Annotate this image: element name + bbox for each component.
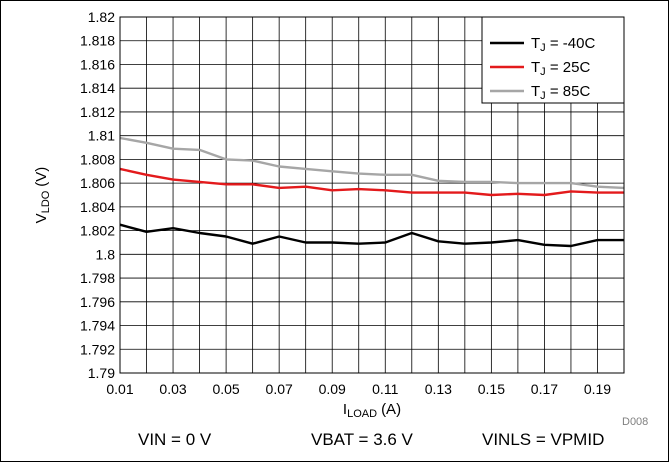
x-axis-label-main: I (343, 401, 347, 418)
y-tick-label: 1.81 (88, 128, 115, 144)
plot-border (119, 16, 625, 374)
y-tick-label: 1.82 (88, 9, 115, 25)
figure-id: D008 (622, 416, 649, 428)
legend-entry: TJ = 25C (531, 59, 590, 78)
x-tick-label: 0.07 (266, 381, 293, 397)
y-tick-label: 1.792 (80, 341, 115, 357)
y-tick-label: 1.806 (80, 175, 115, 191)
x-tick-label: 0.13 (425, 381, 452, 397)
grid (120, 17, 624, 373)
test-conditions: VIN = 0 V VBAT = 3.6 V VINLS = VPMID (0, 430, 669, 458)
x-tick-label: 0.19 (584, 381, 611, 397)
y-tick-label: 1.814 (80, 80, 115, 96)
y-tick-label: 1.816 (80, 56, 115, 72)
y-axis-label: VLDO (V) (33, 167, 52, 224)
legend: TJ = -40C TJ = 25C TJ = 85C (481, 16, 625, 104)
y-tick-label: 1.79 (88, 365, 115, 381)
x-tick-label: 0.09 (319, 381, 346, 397)
series-line-3 (119, 136, 625, 190)
x-tick-label: 0.15 (478, 381, 505, 397)
y-tick-label: 1.802 (80, 223, 115, 239)
x-tick-label: 0.05 (212, 381, 239, 397)
y-tick-label: 1.798 (80, 270, 115, 286)
condition-vinls: VINLS = VPMID (482, 430, 605, 449)
condition-vin: VIN = 0 V (138, 430, 212, 449)
y-tick-label: 1.796 (80, 294, 115, 310)
x-tick-labels: 0.01 0.03 0.05 0.07 0.09 0.11 0.13 0.15 0.17 0.19 (106, 381, 611, 397)
x-tick-label: 0.17 (531, 381, 558, 397)
legend-entry: TJ = -40C (531, 35, 595, 54)
series-line-1 (119, 223, 624, 248)
x-tick-label: 0.01 (106, 381, 133, 397)
y-tick-label: 1.8 (96, 246, 116, 262)
y-tick-label: 1.804 (80, 199, 115, 215)
series-lines (119, 136, 625, 248)
x-tick-label: 0.11 (372, 381, 398, 397)
x-axis-label: ILOAD (A) (343, 401, 401, 420)
y-axis-label-unit: (V) (33, 167, 50, 187)
y-axis-label-main: V (33, 213, 50, 223)
y-tick-label: 1.818 (80, 33, 115, 49)
legend-box (481, 16, 625, 104)
y-tick-label: 1.808 (80, 151, 115, 167)
x-tick-label: 0.03 (159, 381, 186, 397)
y-axis-label-sub: LDO (40, 190, 52, 213)
y-tick-label: 1.794 (80, 318, 115, 334)
y-tick-labels: 1.82 1.818 1.816 1.814 1.812 1.81 1.808 1.806 1.… (80, 9, 115, 381)
condition-vbat: VBAT = 3.6 V (311, 430, 413, 449)
series-line-2 (119, 167, 624, 197)
x-axis-label-sub: LOAD (347, 408, 377, 420)
x-axis-label-unit: (A) (381, 401, 401, 418)
legend-entry: TJ = 85C (531, 83, 590, 102)
y-tick-label: 1.812 (80, 104, 115, 120)
